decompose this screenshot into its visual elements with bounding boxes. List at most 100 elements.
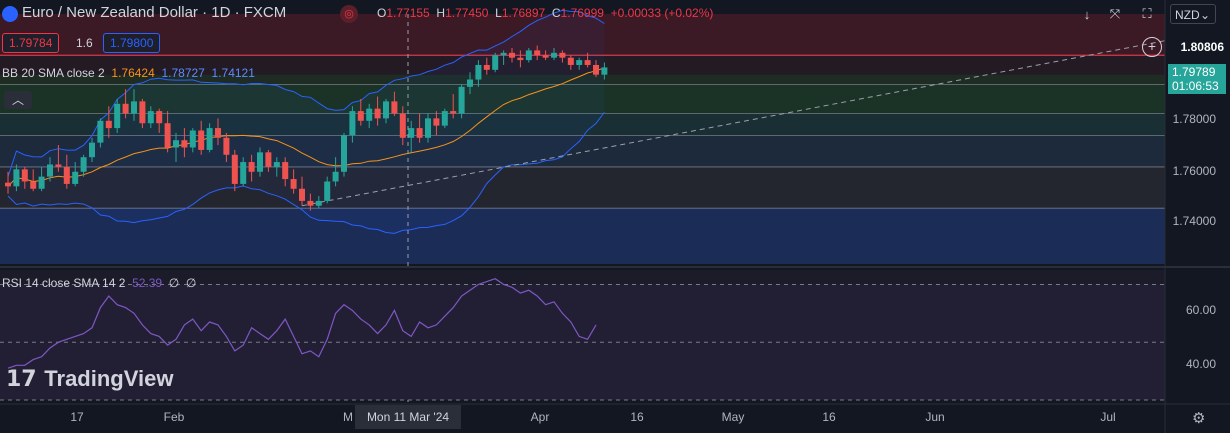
candle-body — [408, 128, 415, 138]
price-zone — [0, 14, 1165, 56]
candle-body — [475, 64, 482, 80]
candle-body — [593, 64, 599, 75]
candle-body — [173, 140, 179, 148]
time-tick: M — [343, 410, 353, 424]
trend-line — [301, 40, 1166, 207]
candle-body — [576, 60, 583, 65]
time-tick: May — [721, 410, 745, 424]
currency-selector[interactable]: NZD ⌄ — [1170, 4, 1216, 24]
time-tick: Jun — [925, 410, 945, 424]
candle-body — [63, 166, 70, 184]
candle-body — [299, 188, 305, 201]
candle-body — [500, 52, 507, 56]
candle-body — [551, 52, 557, 58]
rsi-line — [7, 278, 597, 369]
candle-body — [458, 86, 465, 114]
candle-body — [147, 111, 154, 124]
ohlc-legend: O1.77155 H1.77450 L1.76897 C1.76999 +0.0… — [377, 6, 714, 20]
candle-body — [492, 55, 499, 70]
rsi-tick: 40.00 — [1185, 357, 1216, 371]
price-zone — [0, 55, 1165, 75]
time-tick: 17 — [70, 410, 84, 424]
candle-body — [38, 176, 45, 189]
candle-body — [114, 103, 121, 129]
add-alert-icon[interactable]: + — [1142, 37, 1162, 57]
candle-body — [248, 162, 255, 172]
candle-body — [55, 164, 62, 167]
candle-body — [231, 154, 238, 184]
candle-body — [189, 130, 196, 148]
candle-body — [290, 179, 297, 189]
candle-body — [559, 52, 566, 58]
candle-body — [357, 111, 364, 121]
candle-body — [80, 157, 87, 172]
collapse-legend-button[interactable]: ︿ — [4, 91, 32, 109]
arrow-down-icon[interactable]: ↓ — [1083, 6, 1091, 22]
rsi-tick: 60.00 — [1185, 303, 1216, 317]
price-tick: 1.78000 — [1172, 112, 1216, 126]
market-status-icon[interactable]: ◎ — [340, 5, 358, 23]
fullscreen-icon[interactable]: ⛶ — [1142, 6, 1152, 21]
sell-button[interactable]: 1.79784 — [2, 33, 60, 53]
spread-value: 1.6 — [76, 36, 93, 50]
settings-gear-icon[interactable]: ⚙ — [1192, 410, 1206, 427]
bb-upper-value: 1.78727 — [161, 66, 205, 80]
candle-body — [441, 111, 448, 126]
rsi-legend[interactable]: RSI 14 close SMA 14 2 52.39 ∅ ∅ — [2, 276, 197, 290]
candle-body — [223, 137, 230, 155]
candle-body — [542, 55, 549, 58]
candle-body — [198, 130, 205, 150]
crosshair-time-label: Mon 11 Mar '24 — [355, 405, 461, 429]
candle-body — [383, 101, 389, 119]
price-tick: 1.74000 — [1172, 214, 1216, 228]
candle-body — [139, 101, 146, 124]
price-zone — [0, 84, 1165, 114]
candle-body — [273, 162, 280, 167]
rsi-pane — [0, 270, 1165, 400]
candle-body — [433, 118, 440, 126]
buy-button[interactable]: 1.79800 — [103, 33, 161, 53]
rsi-value: 52.39 — [132, 276, 163, 290]
bb-upper-line — [7, 9, 605, 177]
time-tick: Feb — [163, 410, 185, 424]
time-tick: 16 — [630, 410, 644, 424]
candle-body — [416, 128, 423, 138]
bb-basis-line — [7, 67, 605, 187]
candle-body — [349, 111, 356, 136]
candle-body — [257, 152, 263, 172]
time-tick: Jul — [1100, 410, 1116, 424]
time-tick: Apr — [530, 410, 550, 424]
price-zone — [0, 166, 1165, 209]
candle-body — [567, 57, 574, 65]
candle-body — [307, 200, 314, 206]
time-tick: 16 — [822, 410, 836, 424]
candle-body — [584, 60, 591, 65]
price-zone — [0, 74, 1165, 85]
candle-body — [215, 128, 221, 138]
bb-lower-value: 1.74121 — [211, 66, 255, 80]
candle-body — [525, 50, 532, 61]
candle-body — [131, 101, 137, 114]
price-tick: 1.76000 — [1172, 164, 1216, 178]
candle-body — [601, 67, 608, 75]
candle-body — [89, 142, 95, 158]
symbol-flag-icon — [2, 6, 18, 22]
candle-body — [341, 135, 347, 172]
expand-icon[interactable]: ⤧ — [1109, 6, 1121, 21]
price-zone — [0, 208, 1165, 264]
bb-legend[interactable]: BB 20 SMA close 2 1.76424 1.78727 1.7412… — [2, 66, 255, 80]
candle-body — [366, 108, 373, 121]
candle-body — [265, 152, 272, 167]
candle-body — [47, 164, 53, 177]
price-zone — [0, 113, 1165, 136]
candle-body — [324, 181, 331, 201]
countdown: 01:06:53 — [1172, 79, 1219, 93]
candle-body — [282, 162, 289, 180]
candle-body — [206, 128, 213, 150]
candle-body — [5, 182, 11, 187]
candle-body — [240, 162, 247, 184]
symbol-title[interactable]: Euro / New Zealand Dollar · 1D · FXCM — [22, 4, 287, 21]
candle-body — [534, 50, 541, 56]
candle-body — [30, 181, 37, 189]
